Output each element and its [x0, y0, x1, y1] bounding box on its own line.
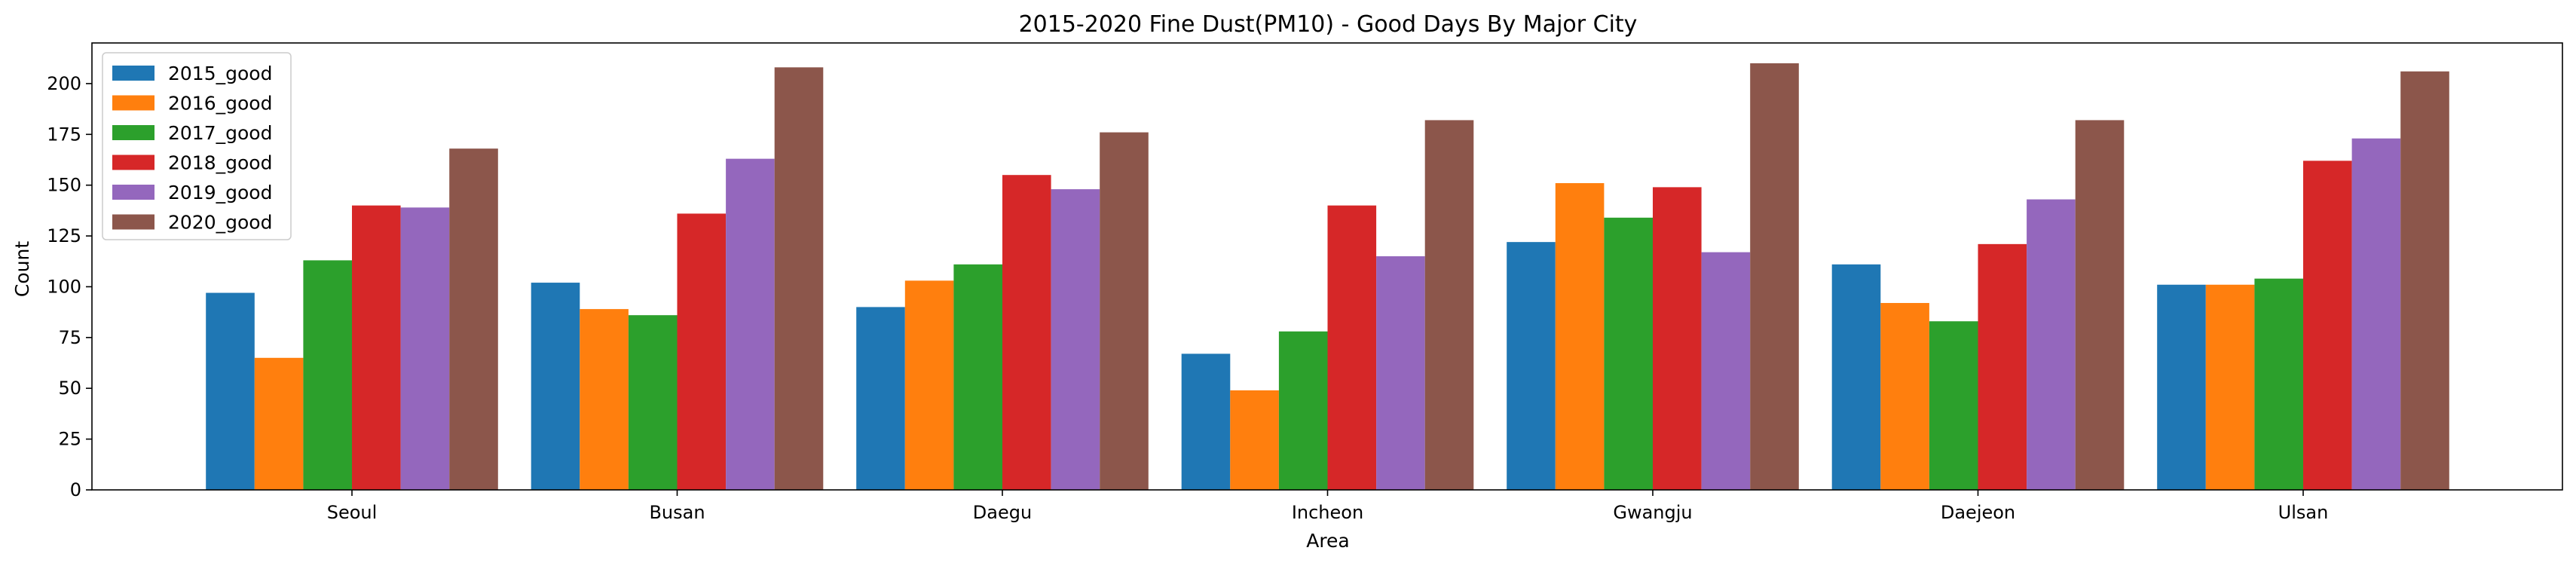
y-tick-label: 125 — [47, 225, 81, 246]
bar-2019_good-incheon — [1376, 256, 1425, 490]
chart-title: 2015-2020 Fine Dust(PM10) - Good Days By… — [1019, 11, 1638, 38]
bar-2017_good-busan — [628, 315, 678, 490]
bar-2019_good-daejeon — [2027, 199, 2076, 490]
bar-2020_good-seoul — [449, 148, 498, 490]
bar-2016_good-ulsan — [2205, 284, 2255, 490]
legend-label-2018_good: 2018_good — [168, 152, 272, 174]
bar-2016_good-busan — [580, 309, 629, 490]
bar-2015_good-incheon — [1181, 353, 1231, 490]
y-tick-label: 0 — [70, 479, 81, 500]
x-axis-label: Area — [1306, 530, 1350, 552]
y-tick-label: 100 — [47, 276, 81, 297]
legend-swatch-2015_good — [112, 66, 154, 81]
bar-2018_good-daegu — [1002, 175, 1051, 490]
legend-label-2019_good: 2019_good — [168, 182, 272, 203]
bar-2017_good-incheon — [1278, 331, 1328, 490]
bar-2020_good-incheon — [1424, 120, 1474, 490]
y-tick-label: 25 — [58, 429, 81, 450]
bar-2019_good-busan — [726, 158, 775, 490]
bar-2017_good-daegu — [953, 264, 1002, 490]
x-tick-label-busan: Busan — [649, 502, 705, 523]
legend-label-2020_good: 2020_good — [168, 212, 272, 234]
legend-swatch-2017_good — [112, 125, 154, 140]
bar-2020_good-daegu — [1100, 132, 1149, 490]
y-axis-label: Count — [11, 241, 33, 297]
y-tick-label: 200 — [47, 73, 81, 94]
y-tick-label: 150 — [47, 175, 81, 196]
bar-2015_good-daejeon — [1831, 264, 1881, 490]
legend-swatch-2018_good — [112, 155, 154, 170]
bar-2018_good-ulsan — [2303, 161, 2352, 490]
bar-2016_good-incheon — [1230, 390, 1279, 490]
bar-2019_good-seoul — [400, 207, 450, 490]
bar-2019_good-ulsan — [2351, 138, 2401, 490]
bar-2017_good-daejeon — [1929, 321, 1978, 490]
x-tick-label-seoul: Seoul — [327, 502, 378, 523]
legend-label-2015_good: 2015_good — [168, 63, 272, 84]
axes-layer: 0 25 50 75 100 125 150 175 200 Seoul Busan Daegu Inc… — [47, 42, 2563, 523]
bar-2018_good-seoul — [352, 205, 401, 490]
bar-2016_good-daegu — [904, 280, 954, 490]
bar-2018_good-incheon — [1327, 205, 1377, 490]
x-tick-label-daejeon: Daejeon — [1941, 502, 2015, 523]
legend-swatch-2019_good — [112, 185, 154, 200]
y-tick-label: 50 — [58, 378, 81, 399]
bar-2020_good-daejeon — [2075, 120, 2125, 490]
legend-label-2016_good: 2016_good — [168, 93, 272, 115]
bar-2017_good-seoul — [303, 260, 352, 490]
x-tick-label-ulsan: Ulsan — [2278, 502, 2329, 523]
x-tick-label-gwangju: Gwangju — [1613, 502, 1692, 523]
bar-2015_good-seoul — [206, 292, 255, 490]
x-tick-label-incheon: Incheon — [1292, 502, 1363, 523]
bar-2015_good-gwangju — [1507, 242, 1556, 490]
bar-2018_good-gwangju — [1653, 187, 1702, 490]
bar-2020_good-busan — [774, 67, 824, 491]
bars-layer — [206, 63, 2449, 491]
x-tick-label-daegu: Daegu — [973, 502, 1032, 523]
bar-2016_good-seoul — [254, 357, 304, 490]
bar-2017_good-gwangju — [1604, 217, 1653, 490]
bar-2018_good-daejeon — [1978, 243, 2027, 490]
bar-2019_good-gwangju — [1701, 252, 1751, 490]
legend-swatch-2016_good — [112, 95, 154, 111]
bar-2016_good-daejeon — [1880, 303, 1929, 490]
bar-2015_good-daegu — [856, 307, 905, 490]
bar-2020_good-ulsan — [2400, 71, 2449, 491]
bar-2015_good-busan — [531, 283, 580, 490]
bar-2019_good-daegu — [1051, 189, 1100, 490]
bar-2018_good-busan — [677, 213, 727, 490]
legend-label-2017_good: 2017_good — [168, 122, 272, 144]
y-tick-label: 75 — [58, 327, 81, 348]
bar-2020_good-gwangju — [1750, 63, 1799, 490]
bar-2016_good-gwangju — [1555, 182, 1605, 491]
legend: 2015_good 2016_good 2017_good 2018_good 2019… — [102, 52, 292, 240]
legend-swatch-2020_good — [112, 214, 154, 230]
y-tick-label: 175 — [47, 124, 81, 145]
bar-2017_good-ulsan — [2254, 278, 2303, 490]
bar-2015_good-ulsan — [2157, 284, 2206, 490]
